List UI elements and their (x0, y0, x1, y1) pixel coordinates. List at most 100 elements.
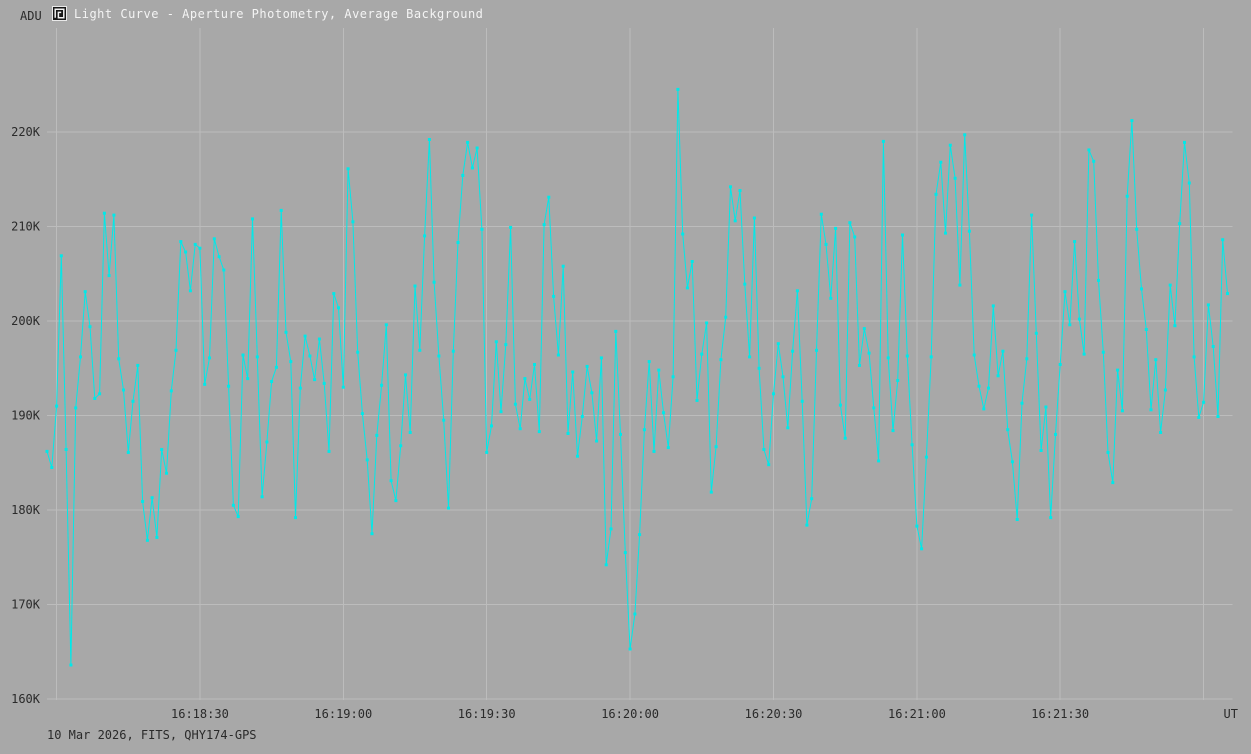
data-point-marker (972, 353, 976, 357)
data-point-marker (858, 363, 861, 367)
data-point-marker (623, 551, 627, 555)
data-point-marker (604, 563, 608, 567)
data-point-marker (64, 448, 68, 451)
data-point-marker (1125, 194, 1129, 198)
data-point-marker (184, 250, 188, 254)
data-point-marker (800, 399, 804, 403)
data-point-marker (208, 356, 211, 360)
data-point-marker (1116, 368, 1120, 372)
data-point-marker (351, 220, 355, 224)
data-point-marker (327, 449, 331, 453)
x-tick-label: 16:19:00 (314, 707, 372, 721)
data-point-marker (222, 268, 226, 272)
data-point-marker (74, 406, 78, 410)
data-point-marker (59, 254, 63, 258)
data-point-marker (1187, 181, 1191, 185)
data-point-marker (1077, 317, 1081, 321)
y-axis-unit-label: ADU (20, 9, 42, 23)
data-point-marker (231, 503, 235, 507)
data-point-marker (824, 242, 828, 246)
data-point-marker (810, 497, 814, 501)
data-point-marker (365, 458, 369, 462)
data-point-marker (1054, 432, 1057, 436)
data-point-marker (743, 282, 747, 286)
data-point-marker (700, 352, 704, 356)
data-point-marker (944, 231, 947, 235)
data-point-marker (1044, 405, 1048, 409)
data-point-marker (977, 384, 981, 388)
data-point-marker (920, 547, 924, 551)
data-point-marker (360, 412, 364, 416)
data-point-marker (1202, 400, 1206, 404)
data-point-marker (580, 415, 584, 418)
data-point-marker (179, 240, 183, 244)
data-point-marker (83, 290, 87, 294)
data-point-marker (380, 383, 384, 387)
data-point-marker (523, 377, 527, 381)
data-point-marker (274, 365, 278, 369)
data-point-marker (733, 219, 737, 223)
data-point-marker (934, 192, 938, 196)
data-point-marker (709, 490, 713, 494)
data-point-marker (815, 348, 818, 352)
data-point-marker (1082, 352, 1086, 356)
data-point-marker (241, 353, 245, 357)
data-point-marker (246, 377, 250, 381)
data-point-marker (948, 143, 952, 147)
data-point-marker (260, 495, 264, 499)
data-point-marker (781, 375, 785, 379)
data-point-marker (1159, 431, 1163, 434)
observation-info-label: 10 Mar 2026, FITS, QHY174-GPS (47, 728, 257, 742)
data-point-marker (819, 212, 823, 216)
data-point-marker (102, 211, 106, 215)
data-point-marker (1001, 349, 1005, 353)
data-point-marker (1154, 358, 1158, 362)
data-point-marker (332, 292, 336, 296)
data-point-marker (485, 450, 489, 454)
chart-title: Light Curve - Aperture Photometry, Avera… (74, 6, 484, 21)
data-point-marker (298, 386, 302, 390)
data-point-marker (193, 242, 197, 246)
data-point-marker (537, 430, 541, 434)
data-point-marker (284, 330, 288, 334)
data-point-marker (901, 233, 904, 237)
data-point-marker (341, 385, 345, 389)
data-point-marker (1183, 140, 1186, 144)
data-point-marker (886, 356, 890, 360)
data-point-marker (55, 404, 59, 408)
data-point-marker (795, 289, 799, 293)
data-point-marker (1068, 323, 1072, 327)
data-point-marker (982, 407, 986, 411)
data-point-marker (346, 167, 350, 171)
data-point-marker (915, 524, 919, 528)
data-point-marker (270, 380, 274, 383)
data-point-marker (786, 426, 790, 430)
data-point-marker (838, 403, 842, 407)
data-point-marker (772, 392, 775, 396)
data-point-marker (289, 360, 293, 364)
data-point-marker (1058, 363, 1062, 366)
data-point-marker (1206, 303, 1210, 307)
data-point-marker (169, 389, 173, 393)
data-point-marker (695, 398, 699, 402)
data-point-marker (93, 397, 97, 400)
x-tick-label: 16:21:30 (1031, 707, 1089, 721)
data-point-marker (576, 454, 579, 458)
data-point-marker (757, 366, 761, 370)
data-point-marker (198, 246, 202, 250)
data-point-marker (1020, 401, 1024, 405)
data-point-marker (1006, 428, 1010, 432)
data-point-marker (427, 138, 431, 141)
data-point-marker (767, 463, 771, 467)
data-point-marker (317, 337, 321, 341)
data-point-marker (867, 351, 871, 355)
data-point-marker (136, 363, 140, 367)
data-point-marker (203, 382, 207, 386)
data-point-marker (98, 392, 102, 396)
data-point-marker (547, 195, 551, 199)
data-point-marker (533, 363, 536, 366)
data-point-marker (1130, 119, 1134, 123)
data-point-marker (1211, 345, 1215, 348)
data-point-marker (456, 241, 460, 244)
